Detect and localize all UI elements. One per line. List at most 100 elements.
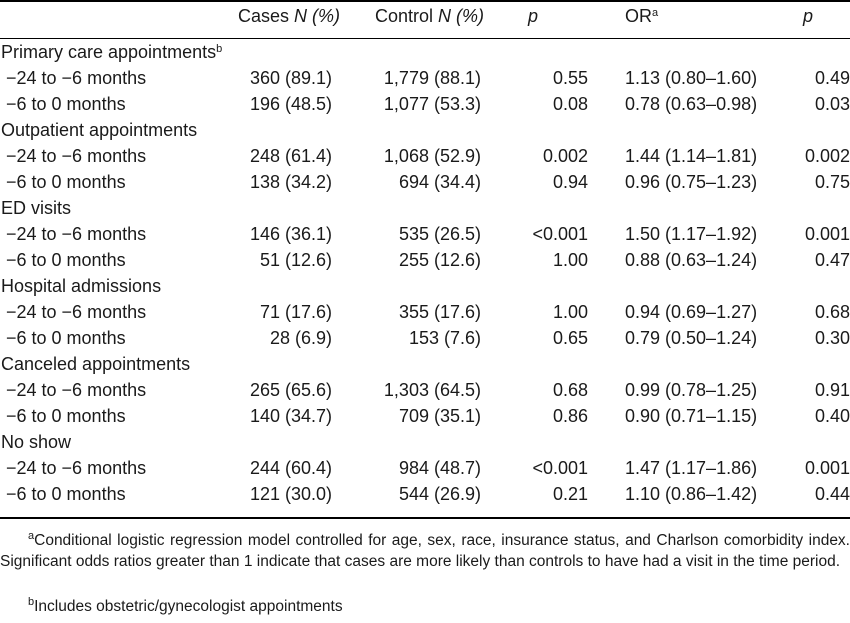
row-label: −24 to −6 months [6,458,147,478]
cell-control: 984 (48.7) [398,458,481,478]
cell-p: 0.002 [542,146,588,166]
cell-or: 0.94 (0.69–1.27) [625,302,758,322]
cell-or: 0.88 (0.63–1.24) [625,250,758,270]
row-label: −24 to −6 months [6,68,147,88]
cell-cases: 265 (65.6) [249,380,332,400]
cell-control: 355 (17.6) [398,302,481,322]
cell-p2: 0.91 [814,380,850,400]
cell-control: 1,303 (64.5) [383,380,481,400]
cell-or: 1.47 (1.17–1.86) [625,458,758,478]
cell-or: 0.79 (0.50–1.24) [625,328,758,348]
cell-cases: 146 (36.1) [249,224,332,244]
header-control: Control N (%) [375,4,484,28]
cell-cases: 244 (60.4) [249,458,332,478]
cell-control: 1,068 (52.9) [383,146,481,166]
table-row: −24 to −6 months 244 (60.4) 984 (48.7) <0.0… [0,455,850,481]
cell-p2: 0.68 [814,302,850,322]
cell-or: 0.90 (0.71–1.15) [625,406,758,426]
cell-control: 1,077 (53.3) [383,94,481,114]
group-title: No show [1,429,71,455]
cell-p: 0.86 [552,406,588,426]
group-title-text: Hospital admissions [1,276,162,296]
cell-or: 1.10 (0.86–1.42) [625,484,758,504]
header-or: ORa [625,4,658,28]
cell-or: 0.96 (0.75–1.23) [625,172,758,192]
table-row: −6 to 0 months 51 (12.6) 255 (12.6) 1.00 0.8… [0,247,850,273]
header-p2-label: p [803,6,814,26]
header-rule [0,38,850,39]
header-control-unit: N (%) [438,6,485,26]
cell-cases: 248 (61.4) [249,146,332,166]
table-row: −24 to −6 months 360 (89.1) 1,779 (88.1) 0.… [0,65,850,91]
group-title: ED visits [1,195,71,221]
cell-control: 255 (12.6) [398,250,481,270]
cell-p: 0.94 [552,172,588,192]
cell-cases: 51 (12.6) [259,250,332,270]
row-label: −6 to 0 months [6,406,126,426]
row-label: −6 to 0 months [6,328,126,348]
row-label: −6 to 0 months [6,172,126,192]
cell-or: 1.13 (0.80–1.60) [625,68,758,88]
header-cases-unit: N (%) [294,6,341,26]
group-title-text: Canceled appointments [1,354,191,374]
table-row: −6 to 0 months 138 (34.2) 694 (34.4) 0.94 0.… [0,169,850,195]
cell-cases: 28 (6.9) [269,328,332,348]
table-row: −24 to −6 months 146 (36.1) 535 (26.5) <0.0… [0,221,850,247]
table-row: −24 to −6 months 265 (65.6) 1,303 (64.5) 0.… [0,377,850,403]
footnote-a-text: Conditional logistic regression model co… [0,532,850,570]
group-title: Canceled appointments [1,351,190,377]
cell-p: 0.55 [552,68,588,88]
footnote-a: aConditional logistic regression model c… [0,530,850,572]
cell-p: 0.65 [552,328,588,348]
cell-cases: 121 (30.0) [249,484,332,504]
row-label: −6 to 0 months [6,484,126,504]
cell-p2: 0.001 [804,458,850,478]
row-label: −24 to −6 months [6,380,147,400]
header-p2: p [803,4,813,28]
group-header-row: Hospital admissions [0,273,850,299]
group-header-row: Outpatient appointments [0,117,850,143]
header-or-footnote-mark: a [652,7,659,19]
group-title-text: Outpatient appointments [1,120,198,140]
group-title: Primary care appointmentsb [1,39,222,65]
cell-p2: 0.44 [814,484,850,504]
group-header-row: Canceled appointments [0,351,850,377]
header-or-label: OR [625,6,652,26]
cell-or: 1.44 (1.14–1.81) [625,146,758,166]
footnote-b-mark: b [28,596,35,608]
cell-p: 1.00 [552,302,588,322]
table-row: −6 to 0 months 121 (30.0) 544 (26.9) 0.21 1.… [0,481,850,507]
cell-p2: 0.002 [804,146,850,166]
top-rule [0,0,850,2]
group-title-text: Primary care appointments [1,42,217,62]
group-title-text: No show [1,432,72,452]
cell-or: 0.99 (0.78–1.25) [625,380,758,400]
footnote-b-text: Includes obstetric/gynecologist appointm… [34,598,343,615]
cell-control: 535 (26.5) [398,224,481,244]
cell-p2: 0.001 [804,224,850,244]
footnote-b: bIncludes obstetric/gynecologist appoint… [28,596,343,617]
cell-or: 0.78 (0.63–0.98) [625,94,758,114]
header-cases: Cases N (%) [238,4,340,28]
cell-p2: 0.03 [814,94,850,114]
cell-cases: 71 (17.6) [259,302,332,322]
cell-control: 153 (7.6) [408,328,481,348]
cell-cases: 196 (48.5) [249,94,332,114]
bottom-rule [0,517,850,519]
row-label: −24 to −6 months [6,302,147,322]
table-row: −6 to 0 months 28 (6.9) 153 (7.6) 0.65 0.79 … [0,325,850,351]
cell-p: 0.21 [552,484,588,504]
group-header-row: Primary care appointmentsb [0,39,850,65]
cell-p2: 0.47 [814,250,850,270]
row-label: −24 to −6 months [6,224,147,244]
cell-p2: 0.49 [814,68,850,88]
group-header-row: ED visits [0,195,850,221]
header-p-label: p [528,6,539,26]
table-row: −24 to −6 months 71 (17.6) 355 (17.6) 1.00 0… [0,299,850,325]
row-label: −6 to 0 months [6,250,126,270]
row-label: −24 to −6 months [6,146,147,166]
group-title: Hospital admissions [1,273,161,299]
cell-p2: 0.40 [814,406,850,426]
header-cases-label: Cases [238,6,290,26]
cell-control: 694 (34.4) [398,172,481,192]
